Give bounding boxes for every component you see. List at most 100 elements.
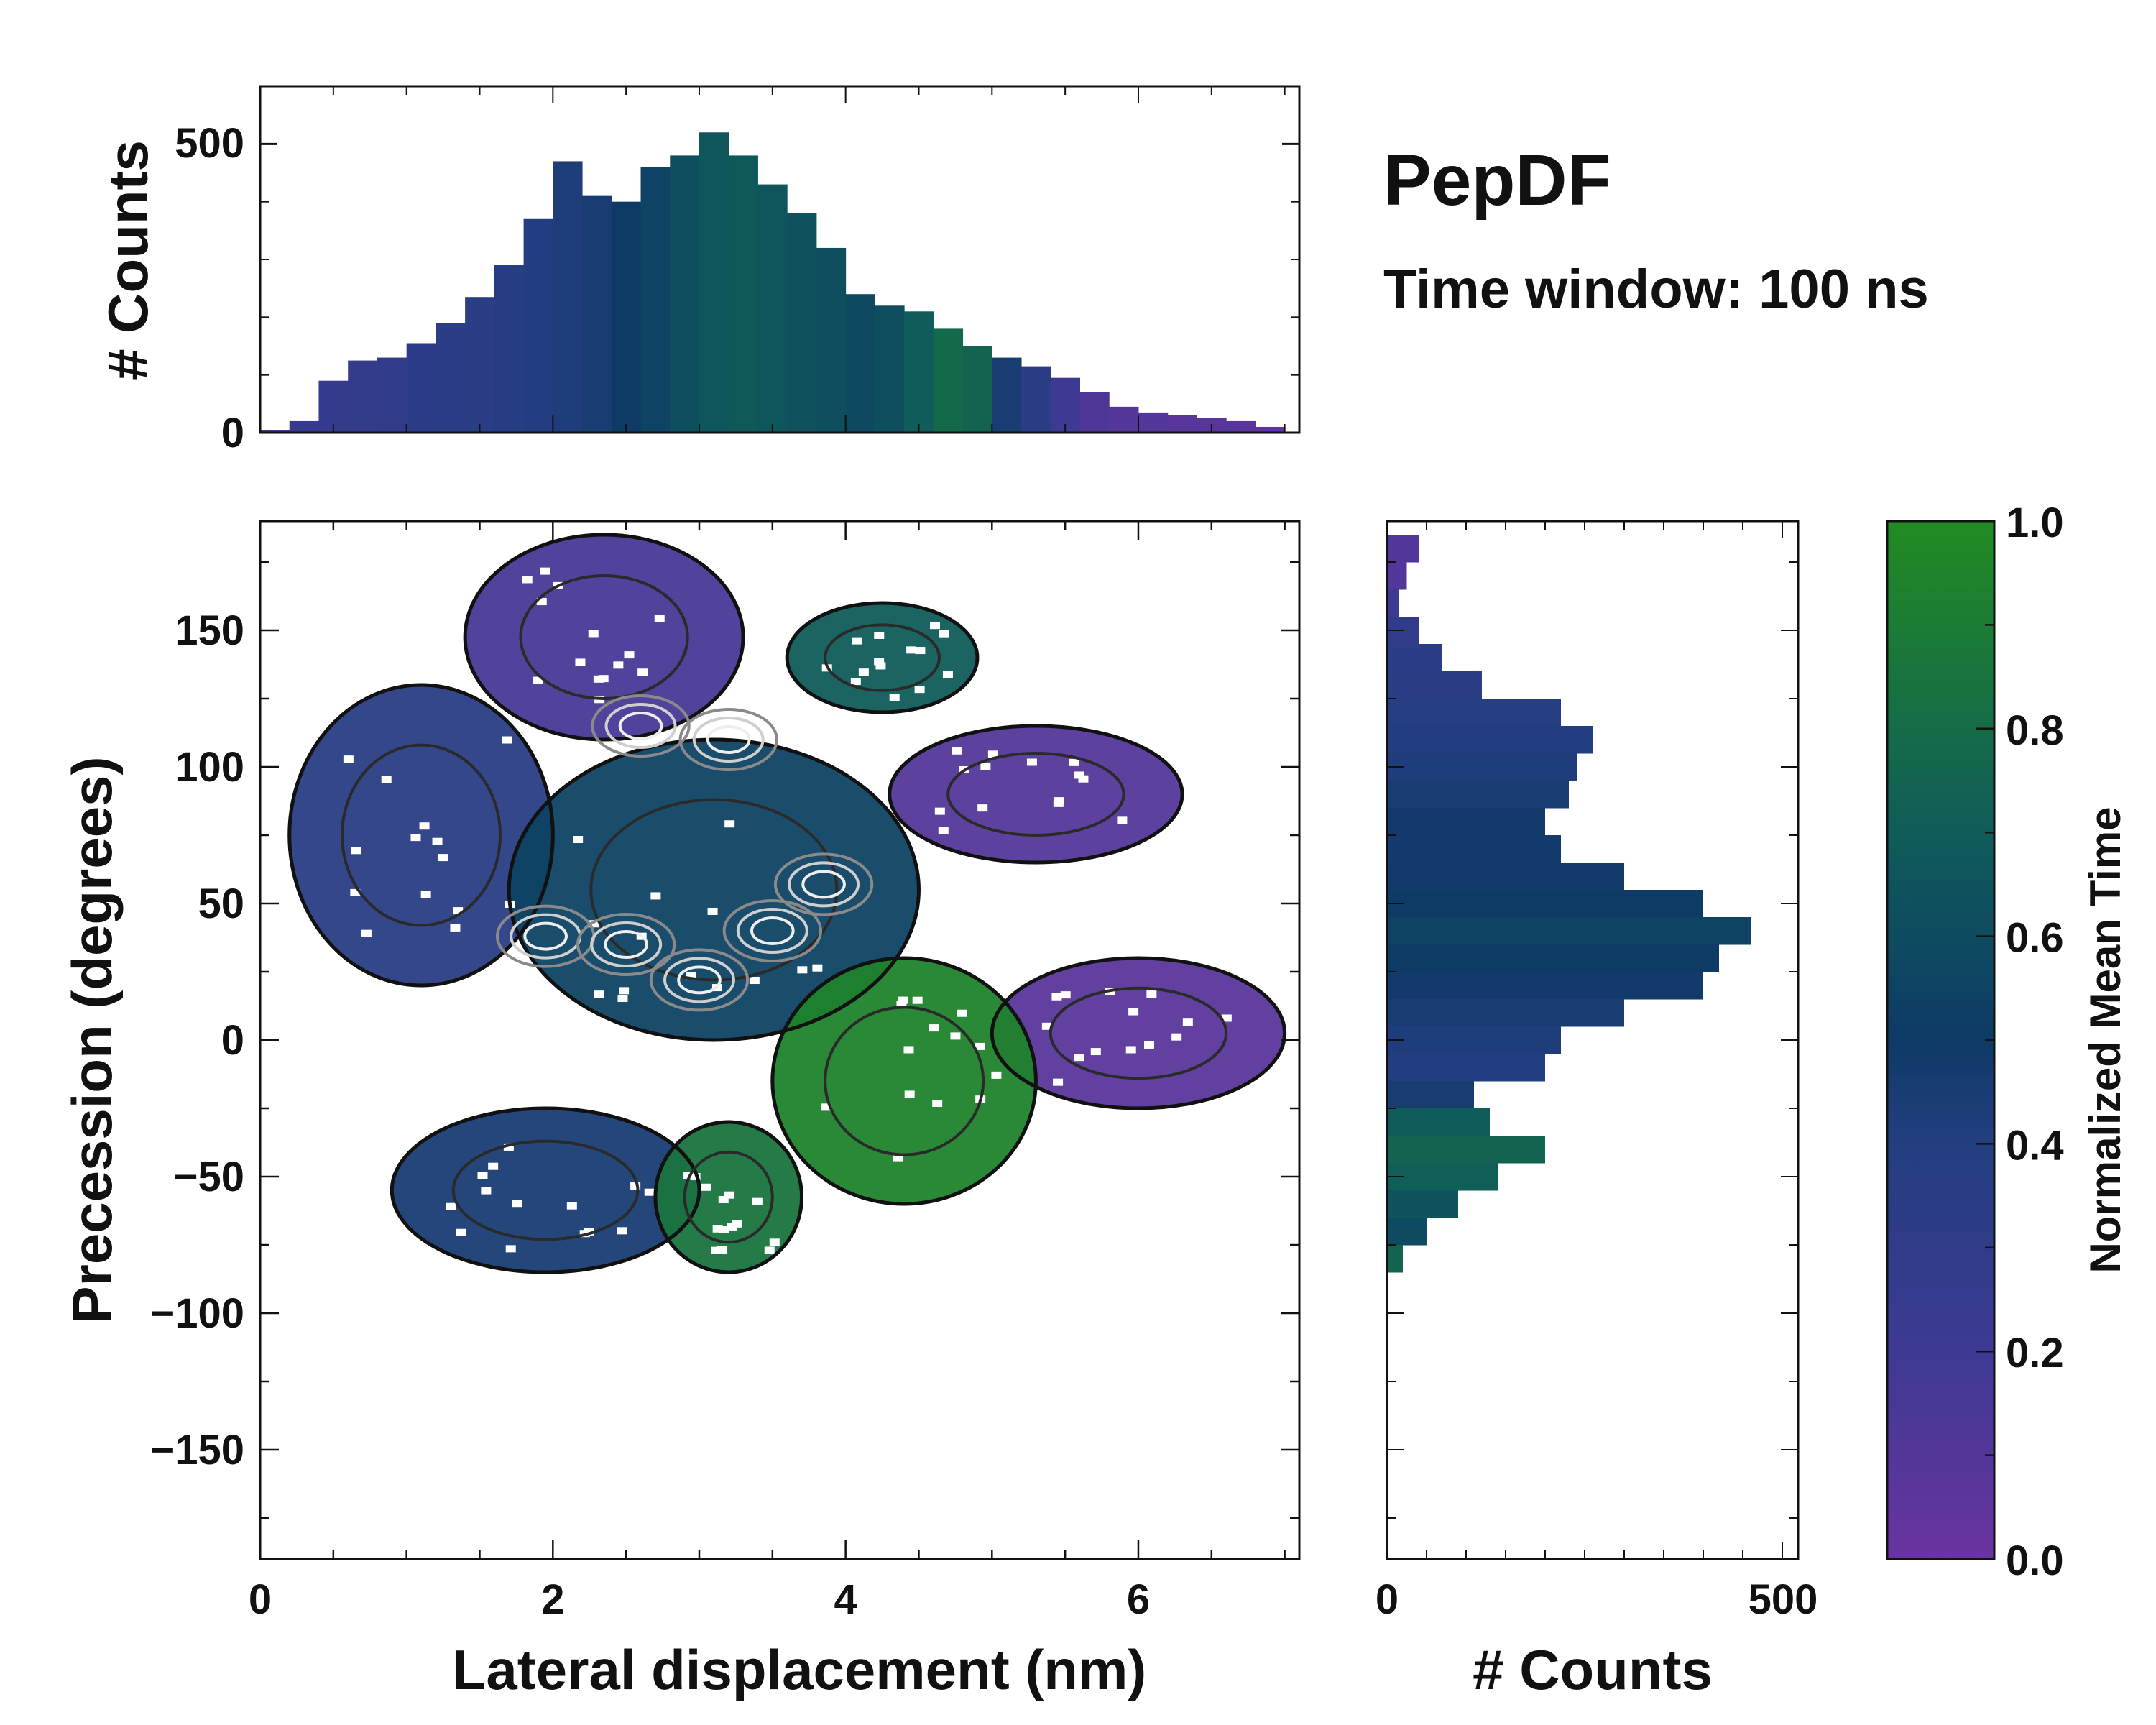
outer-contour: [287, 683, 555, 988]
right-bar: [1387, 562, 1407, 590]
right-plot-frame: [1386, 520, 1800, 1560]
right-bar: [1387, 1190, 1458, 1218]
heatmap-empty-bin: [1051, 993, 1062, 1000]
density-contour: [750, 916, 795, 945]
outer-contour: [507, 737, 921, 1042]
outer-contour: [888, 724, 1184, 865]
heatmap-empty-bin: [929, 622, 940, 630]
heatmap-empty-bin: [1171, 1033, 1182, 1041]
heatmap-empty-bin: [912, 996, 923, 1004]
right-bar: [1387, 835, 1561, 863]
heatmap-empty-bin: [1054, 797, 1064, 805]
top-bar: [465, 297, 495, 433]
density-contour: [677, 965, 722, 995]
heatmap-empty-bin: [1069, 758, 1079, 766]
inner-contour: [519, 574, 689, 700]
heatmap-empty-bin: [898, 996, 908, 1004]
heatmap-empty-bin: [889, 694, 900, 702]
top-bar: [1255, 426, 1286, 433]
heatmap-empty-bin: [1182, 1018, 1193, 1026]
outer-contour: [990, 956, 1287, 1110]
inner-contour: [589, 798, 839, 982]
density-contours: [287, 533, 1287, 1274]
right-bar: [1387, 589, 1399, 617]
inner-contour: [451, 1139, 640, 1241]
density-contour: [801, 870, 846, 899]
right-bar: [1387, 1136, 1545, 1164]
right-bar: [1387, 753, 1577, 781]
joint-xtick-label: 6: [1127, 1576, 1150, 1623]
right-xtick-label-0: 0: [1376, 1576, 1399, 1623]
top-bar: [1226, 420, 1256, 433]
heatmap-empty-bin: [644, 1188, 655, 1196]
heatmap-empty-bin: [488, 1162, 499, 1170]
heatmap-empty-bin: [381, 776, 392, 783]
heatmap-region: [772, 958, 1036, 1204]
heatmap-empty-bin: [1125, 1046, 1136, 1054]
top-bar: [406, 343, 436, 433]
right-bar: [1387, 1218, 1427, 1246]
density-contour: [591, 694, 691, 758]
heatmap-empty-bin: [732, 1220, 742, 1228]
right-bar: [1387, 944, 1719, 972]
top-bar: [962, 346, 992, 433]
heatmap-empty-bin: [420, 891, 431, 898]
right-x-axis-title: # Counts: [1473, 1638, 1713, 1701]
right-bar: [1387, 726, 1593, 754]
density-contour: [692, 717, 765, 763]
top-bar: [289, 420, 319, 433]
density-contour: [788, 861, 860, 908]
joint-ytick-label: −150: [150, 1427, 244, 1473]
right-bar: [1387, 535, 1419, 563]
top-marginal-histogram: 500 0 # Counts: [96, 85, 1301, 456]
heatmap-empty-bin: [903, 1046, 914, 1054]
heatmap-empty-bin: [938, 827, 949, 834]
heatmap-empty-bin: [522, 576, 533, 584]
right-xtick-label-500: 500: [1749, 1576, 1818, 1623]
heatmap-empty-bin: [624, 651, 635, 659]
inner-contour: [824, 623, 941, 692]
heatmap-empty-bin: [686, 972, 696, 980]
heatmap-empty-bin: [875, 662, 886, 670]
joint-x-tick-labels: 0 2 4 6: [249, 1576, 1150, 1623]
heatmap-empty-bin: [343, 755, 354, 763]
joint-ytick-label: 100: [175, 744, 244, 791]
density-contour: [773, 852, 874, 916]
colorbar-frame: [1886, 520, 1996, 1560]
heatmap-empty-bin: [1078, 775, 1089, 783]
figure-subtitle: Time window: 100 ns: [1383, 259, 1929, 320]
heatmap-empty-bin: [712, 1225, 723, 1233]
joint-ytick-label: −100: [150, 1290, 244, 1337]
colorbar-tick-label: 0.8: [2006, 707, 2064, 754]
right-marginal-histogram: 0 500 # Counts: [1376, 520, 1818, 1701]
density-contour: [736, 908, 808, 954]
heatmap-empty-bin: [654, 615, 665, 623]
top-bar: [757, 184, 788, 433]
heatmap-empty-bin: [874, 631, 885, 639]
heatmap-empty-bin: [850, 678, 861, 686]
heatmap-empty-bin: [1146, 990, 1157, 998]
joint-y-axis-title: Precession (degrees): [60, 756, 124, 1323]
top-y-axis-title: # Counts: [96, 140, 160, 380]
top-histogram-bars: [260, 132, 1286, 433]
top-bar: [611, 201, 642, 433]
top-bar: [436, 323, 466, 433]
heatmap-empty-bin: [589, 920, 599, 928]
joint-xtick-label: 4: [834, 1576, 857, 1623]
colorbar-tick-label: 0.6: [2006, 915, 2064, 962]
heatmap-empty-bin: [351, 847, 361, 855]
top-bar: [1021, 366, 1051, 433]
heatmap-empty-bin: [502, 736, 512, 744]
top-ytick-label-500: 500: [175, 120, 244, 167]
heatmap-empty-bin: [904, 1090, 915, 1098]
right-histogram-bars: [1387, 535, 1751, 1273]
heatmap-empty-bin: [573, 836, 584, 844]
heatmap-empty-bin: [566, 1202, 577, 1210]
right-bar: [1387, 808, 1545, 836]
joint-ytick-label: 0: [221, 1017, 244, 1064]
heatmap-empty-bin: [934, 807, 945, 815]
joint-xtick-label: 0: [249, 1576, 272, 1623]
heatmap-empty-bin: [445, 1202, 456, 1210]
top-bar: [992, 357, 1022, 433]
heatmap-empty-bin: [707, 907, 718, 915]
